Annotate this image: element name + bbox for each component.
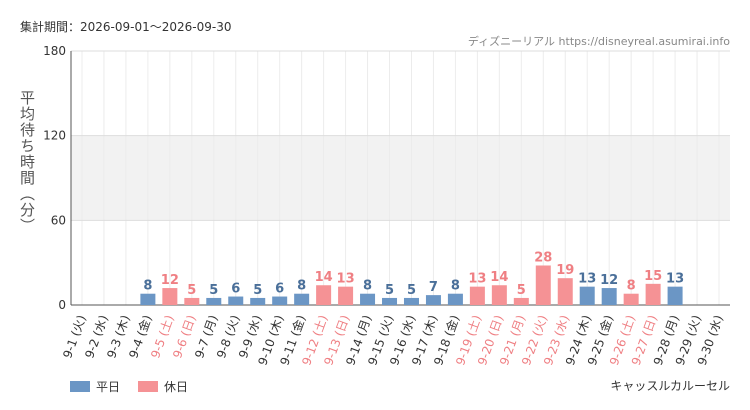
bar <box>469 286 485 305</box>
legend-holiday-label: 休日 <box>164 380 189 394</box>
legend-weekday: 平日 <box>70 378 120 395</box>
bar-value-label: 12 <box>600 273 618 288</box>
bar <box>184 297 200 305</box>
bar <box>447 293 463 305</box>
bar-value-label: 5 <box>407 283 416 298</box>
attraction-name: キャッスルカルーセル <box>610 379 730 393</box>
bar-value-label: 8 <box>297 279 306 294</box>
bar-value-label: 13 <box>578 272 596 287</box>
legend-holiday-swatch <box>138 381 159 392</box>
y-tick-label: 0 <box>58 298 66 312</box>
bar-value-label: 28 <box>534 250 552 265</box>
bar <box>491 285 507 305</box>
y-tick-label: 120 <box>43 129 66 143</box>
legend-holiday: 休日 <box>138 378 188 395</box>
bar <box>140 293 156 305</box>
site-credit: ディズニーリアル https://disneyreal.asumirai.inf… <box>467 35 730 48</box>
bar <box>579 286 595 305</box>
bar <box>557 278 573 305</box>
bar-value-label: 14 <box>490 270 508 285</box>
bar-value-label: 7 <box>429 280 438 295</box>
bar <box>382 297 398 305</box>
bar <box>645 283 661 305</box>
bar <box>601 288 617 305</box>
bar-value-label: 5 <box>253 283 262 298</box>
bar-value-label: 13 <box>337 272 355 287</box>
collection-period: 集計期間：2026-09-01～2026-09-30 <box>20 20 232 34</box>
bar-value-label: 8 <box>451 279 460 294</box>
bar-value-label: 8 <box>627 279 636 294</box>
bar <box>403 297 419 305</box>
bar <box>623 293 639 305</box>
bar-value-label: 5 <box>385 283 394 298</box>
y-axis-label: 平均待ち時間（分） <box>18 90 36 234</box>
y-tick-label: 60 <box>51 213 66 227</box>
bar <box>360 293 376 305</box>
legend: 平日 休日 <box>70 378 206 395</box>
bar <box>513 297 529 305</box>
bar-value-label: 5 <box>187 283 196 298</box>
legend-weekday-swatch <box>70 381 90 392</box>
bar-value-label: 6 <box>275 282 284 297</box>
bar-value-label: 19 <box>556 263 574 278</box>
bar <box>206 297 222 305</box>
bar <box>250 297 266 305</box>
bar <box>162 288 178 305</box>
grid-band <box>71 135 730 221</box>
bar-value-label: 15 <box>644 269 662 284</box>
bar <box>294 293 310 305</box>
bar-value-label: 8 <box>143 279 152 294</box>
bar-value-label: 5 <box>517 283 526 298</box>
bar-value-label: 8 <box>363 279 372 294</box>
bar <box>228 296 244 305</box>
bar-value-label: 13 <box>468 272 486 287</box>
bar-value-label: 5 <box>209 283 218 298</box>
bar-value-label: 12 <box>161 273 179 288</box>
bar <box>316 285 332 305</box>
bar-value-label: 14 <box>315 270 333 285</box>
bar-value-label: 6 <box>231 282 240 297</box>
bar <box>338 286 354 305</box>
bar <box>667 286 683 305</box>
bar <box>272 296 288 305</box>
bar <box>425 295 441 305</box>
y-tick-label: 180 <box>43 44 66 58</box>
legend-weekday-label: 平日 <box>96 380 121 394</box>
bar-value-label: 13 <box>666 272 684 287</box>
bar <box>535 265 551 305</box>
